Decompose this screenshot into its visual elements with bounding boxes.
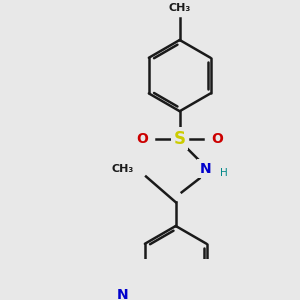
Text: O: O [211,132,223,146]
Text: O: O [136,132,148,146]
Text: H: H [220,168,228,178]
Text: CH₃: CH₃ [169,3,191,13]
Text: S: S [174,130,186,148]
Text: N: N [117,288,129,300]
Text: N: N [200,162,211,176]
Text: CH₃: CH₃ [112,164,134,174]
